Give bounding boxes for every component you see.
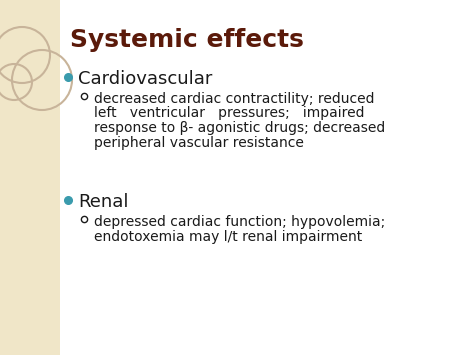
Text: Cardiovascular: Cardiovascular — [78, 70, 212, 88]
Text: peripheral vascular resistance: peripheral vascular resistance — [94, 136, 304, 149]
Text: depressed cardiac function; hypovolemia;: depressed cardiac function; hypovolemia; — [94, 215, 385, 229]
Text: endotoxemia may l/t renal impairment: endotoxemia may l/t renal impairment — [94, 229, 362, 244]
Text: left   ventricular   pressures;   impaired: left ventricular pressures; impaired — [94, 106, 365, 120]
Text: Systemic effects: Systemic effects — [70, 28, 304, 52]
Text: decreased cardiac contractility; reduced: decreased cardiac contractility; reduced — [94, 92, 374, 106]
Text: Renal: Renal — [78, 193, 128, 211]
Text: response to β- agonistic drugs; decreased: response to β- agonistic drugs; decrease… — [94, 121, 385, 135]
Bar — [0, 0, 60, 355]
